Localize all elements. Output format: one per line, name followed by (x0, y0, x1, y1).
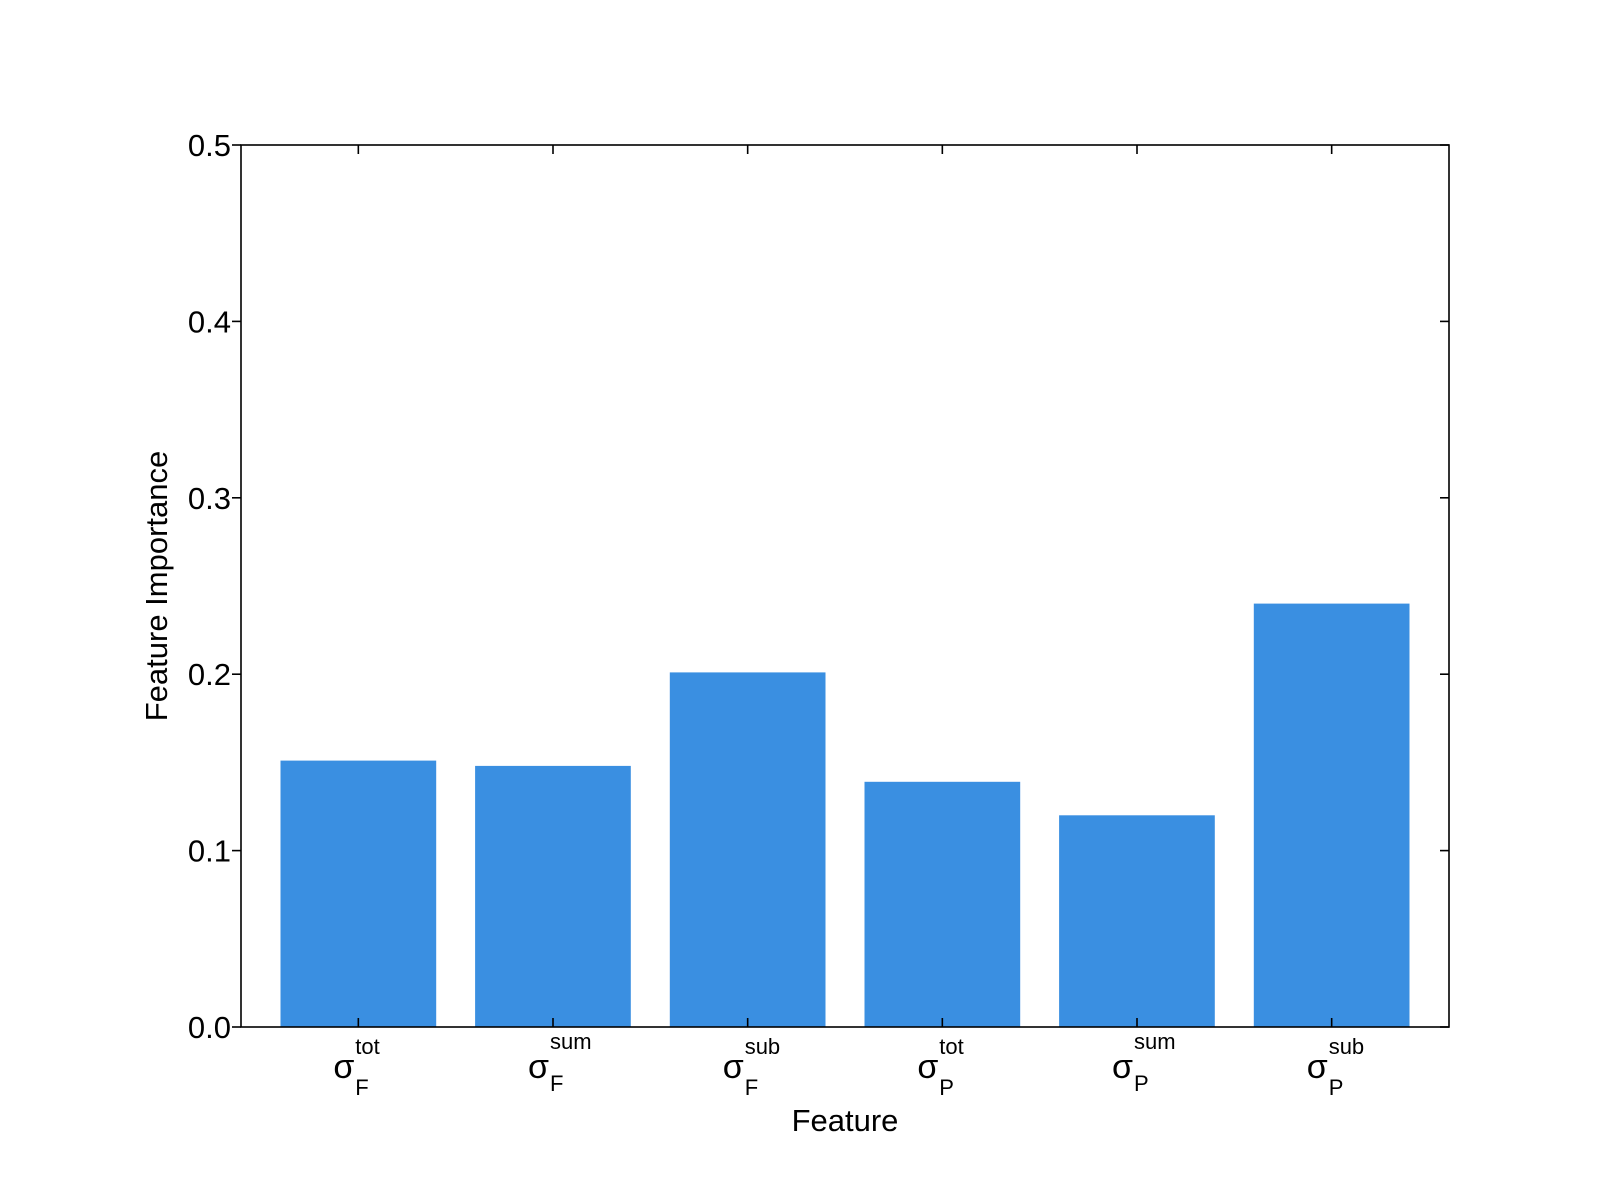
y-tick-label: 0.3 (188, 481, 231, 516)
x-tick-label-sub: P (1134, 1071, 1149, 1096)
x-tick-label-symbol: σ (528, 1048, 549, 1086)
y-tick-label: 0.2 (188, 657, 231, 692)
x-tick-label-sub: F (745, 1075, 758, 1100)
x-tick-label-sup: sub (1329, 1034, 1364, 1059)
y-tick-label: 0.5 (188, 128, 231, 163)
bar (475, 765, 631, 1027)
x-tick-label-sup: tot (939, 1034, 963, 1059)
x-tick-label-sup: sum (550, 1029, 592, 1054)
x-tick-label-symbol: σ (723, 1048, 744, 1086)
x-tick-label-symbol: σ (1112, 1048, 1133, 1086)
y-tick-label: 0.4 (188, 304, 231, 339)
y-axis-title: Feature Importance (139, 451, 174, 722)
x-tick-label-symbol: σ (333, 1048, 354, 1086)
x-tick-label-sup: sub (745, 1034, 780, 1059)
bars-layer (280, 603, 1410, 1027)
y-tick-label: 0.1 (188, 834, 231, 869)
x-tick-label-sup: tot (355, 1034, 379, 1059)
plot-frame (240, 144, 1450, 1028)
x-tick-label-sub: F (355, 1075, 368, 1100)
x-tick-label-sub: F (550, 1071, 563, 1096)
y-tick-label: 0.0 (188, 1010, 231, 1045)
x-tick-label-sup: sum (1134, 1029, 1176, 1054)
x-tick-label-symbol: σ (917, 1048, 938, 1086)
bar (669, 672, 826, 1027)
bar (1253, 603, 1410, 1027)
bar (864, 781, 1021, 1027)
x-tick-label-sub: P (939, 1075, 954, 1100)
y-tick-labels: 0.0 0.1 0.2 0.3 0.4 0.5 (188, 128, 231, 1045)
bar (1059, 815, 1215, 1027)
x-tick-label-sub: P (1329, 1075, 1344, 1100)
x-axis-title: Feature (792, 1103, 899, 1138)
bar (280, 760, 437, 1027)
x-tick-label-symbol: σ (1307, 1048, 1328, 1086)
